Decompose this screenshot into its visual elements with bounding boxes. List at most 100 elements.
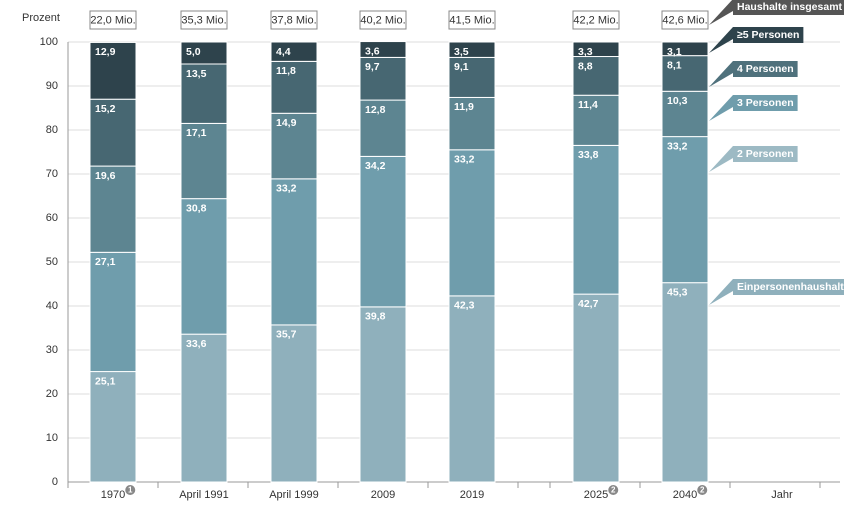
total-label: 42,6 Mio. [662, 14, 707, 26]
bar-segment [270, 60, 318, 114]
value-label: 33,2 [276, 183, 297, 195]
x-tick-label: April 1999 [269, 489, 319, 501]
bar-segment [661, 282, 709, 483]
legend-label: 2 Personen [737, 148, 794, 160]
total-label: 40,2 Mio. [360, 14, 405, 26]
bar-segment [89, 371, 137, 483]
bar-segment [448, 149, 496, 297]
bar-segment [359, 41, 407, 58]
bar-segment [572, 293, 620, 483]
x-tick-label: April 1991 [179, 489, 229, 501]
bar-segment [359, 99, 407, 157]
footnote-badge [125, 485, 136, 495]
value-label: 17,1 [186, 127, 207, 139]
x-tick-label: 1970 [101, 489, 125, 501]
value-label: 25,1 [95, 375, 116, 387]
total-box [270, 10, 318, 30]
bar-segment [180, 122, 228, 200]
value-label: 12,9 [95, 46, 116, 58]
value-label: 11,8 [276, 65, 296, 77]
total-box [89, 10, 137, 30]
bar-segment [270, 178, 318, 326]
value-label: 5,0 [186, 46, 201, 58]
value-label: 42,7 [578, 298, 599, 310]
value-label: 8,8 [578, 60, 593, 72]
value-label: 9,7 [365, 61, 380, 73]
bar-segment [180, 63, 228, 124]
legend-box [733, 146, 798, 162]
value-label: 3,5 [454, 46, 469, 58]
value-label: 33,8 [578, 149, 599, 161]
legend-pointer [709, 61, 733, 87]
bar-segment [180, 198, 228, 335]
x-tick-label: 2009 [371, 489, 395, 501]
legend-label: ≥5 Personen [737, 29, 799, 41]
total-label: 41,5 Mio. [449, 14, 494, 26]
bar-segment [661, 136, 709, 284]
bar-segment [572, 144, 620, 295]
y-tick-label: 20 [46, 388, 58, 400]
footnote-number: 2 [700, 486, 705, 495]
total-label: 37,8 Mio. [271, 14, 316, 26]
total-box [359, 10, 407, 30]
legend-box [733, 95, 798, 111]
value-label: 27,1 [95, 256, 116, 268]
x-axis-label: Jahr [771, 489, 793, 501]
legend-label: 3 Personen [737, 97, 794, 109]
legend-pointer [709, 27, 733, 53]
value-label: 3,6 [365, 45, 380, 57]
value-label: 33,2 [454, 154, 475, 166]
x-tick-label: 2019 [460, 489, 484, 501]
value-label: 8,1 [667, 59, 682, 71]
total-box [448, 10, 496, 30]
value-label: 13,5 [186, 68, 207, 80]
value-label: 11,9 [454, 101, 474, 113]
value-label: 33,2 [667, 140, 688, 152]
bar-segment [661, 55, 709, 92]
bar-segment [448, 56, 496, 98]
bar-segment [270, 324, 318, 483]
legend-pointer [709, 279, 733, 305]
y-axis-label: Prozent [22, 12, 60, 24]
bar-segment [180, 41, 228, 65]
y-tick-label: 30 [46, 344, 58, 356]
legend-box [733, 0, 844, 15]
y-tick-label: 90 [46, 80, 58, 92]
y-tick-label: 10 [46, 432, 58, 444]
footnote-number: 2 [611, 486, 616, 495]
y-tick-label: 0 [52, 476, 58, 488]
y-tick-label: 60 [46, 212, 58, 224]
value-label: 34,2 [365, 160, 386, 172]
value-label: 3,1 [667, 46, 682, 58]
value-label: 12,8 [365, 104, 386, 116]
x-tick-label: 2040 [673, 489, 697, 501]
total-label: 22,0 Mio. [90, 14, 135, 26]
total-box [180, 10, 228, 30]
value-label: 4,4 [276, 46, 291, 58]
legend-box [733, 27, 804, 43]
value-label: 11,4 [578, 99, 598, 111]
value-label: 45,3 [667, 286, 688, 298]
legend-pointer [709, 146, 733, 172]
legend-pointer [709, 0, 733, 25]
value-label: 15,2 [95, 103, 116, 115]
bar-segment [572, 41, 620, 58]
bar-segment [448, 96, 496, 151]
footnote-number: 1 [128, 486, 133, 495]
value-label: 35,7 [276, 329, 297, 341]
legend-label: 4 Personen [737, 63, 794, 75]
footnote-badge [697, 485, 708, 495]
y-tick-label: 40 [46, 300, 58, 312]
footnote-badge [608, 485, 619, 495]
value-label: 10,3 [667, 95, 688, 107]
bar-segment [270, 41, 318, 62]
bar-segment [89, 165, 137, 253]
value-label: 33,6 [186, 338, 207, 350]
bar-segment [89, 98, 137, 167]
value-label: 39,8 [365, 311, 386, 323]
bar-segment [359, 56, 407, 101]
bar-segment [359, 306, 407, 483]
legend-box [733, 279, 844, 295]
bar-segment [270, 112, 318, 180]
